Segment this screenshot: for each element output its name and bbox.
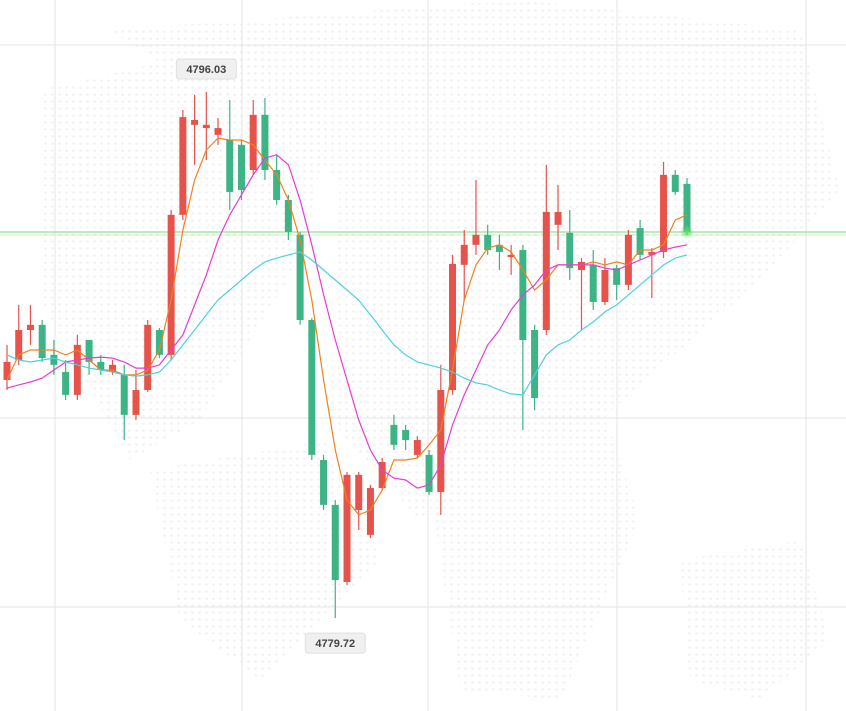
candle-body — [343, 474, 351, 582]
candle-body — [566, 232, 574, 269]
candle-body — [308, 320, 316, 455]
candle-body — [507, 254, 515, 258]
candle-body — [261, 114, 269, 171]
candle-body — [449, 263, 457, 391]
candle-body — [331, 504, 339, 581]
candle-body — [284, 200, 292, 232]
candle-body — [3, 361, 11, 381]
candle-body — [73, 344, 81, 395]
candle-body — [437, 390, 445, 492]
candle-body — [167, 214, 175, 355]
candle-body — [472, 234, 480, 245]
candle-body — [484, 234, 492, 251]
candle-body — [624, 234, 632, 285]
candle-body — [50, 354, 58, 365]
candle-body — [97, 361, 105, 371]
candle-body — [366, 488, 374, 535]
candle-body — [38, 324, 46, 359]
candle-body — [132, 390, 140, 415]
candle-body — [62, 371, 70, 395]
candle-body — [109, 364, 117, 372]
value-tag-box — [304, 632, 366, 654]
candle-body — [214, 128, 222, 135]
candle-body — [15, 330, 23, 361]
candle-body — [179, 117, 187, 215]
candle-body — [144, 324, 152, 391]
value-tag: 4796.03 — [186, 64, 226, 76]
candle-body — [120, 374, 128, 415]
candle-body — [554, 211, 562, 225]
candle-body — [296, 234, 304, 321]
candle-body — [660, 174, 668, 252]
candle-body — [613, 268, 621, 285]
candle-body — [577, 261, 585, 271]
candle-body — [683, 183, 691, 232]
candle-body — [249, 114, 257, 171]
candle-body — [237, 144, 245, 191]
candle-body — [191, 120, 199, 125]
candle-body — [460, 244, 468, 265]
candle-body — [425, 454, 433, 492]
candle-body — [226, 140, 234, 192]
value-tag: 4779.72 — [315, 638, 355, 650]
candle-body — [495, 244, 503, 252]
candle-body — [320, 460, 328, 505]
last-price-glow — [680, 224, 694, 239]
candle-body — [589, 264, 597, 302]
moving-average-line — [6, 251, 688, 396]
candle-body — [636, 228, 644, 255]
candle-body — [542, 211, 550, 331]
candle-body — [402, 430, 410, 441]
candle-body — [601, 270, 609, 302]
candle-body — [202, 124, 210, 129]
candle-body — [648, 251, 656, 255]
value-tag-box — [175, 58, 237, 80]
candle-body — [85, 340, 93, 362]
moving-average-line — [6, 154, 688, 489]
candle-body — [155, 330, 163, 355]
candle-body — [531, 330, 539, 399]
map-background — [40, 0, 840, 700]
candle-body — [355, 474, 363, 511]
candle-body — [273, 170, 281, 201]
candle-body — [390, 424, 398, 445]
candle-body — [26, 324, 34, 331]
candle-body — [671, 174, 679, 192]
candle-body — [413, 440, 421, 455]
candle-body — [378, 461, 386, 489]
